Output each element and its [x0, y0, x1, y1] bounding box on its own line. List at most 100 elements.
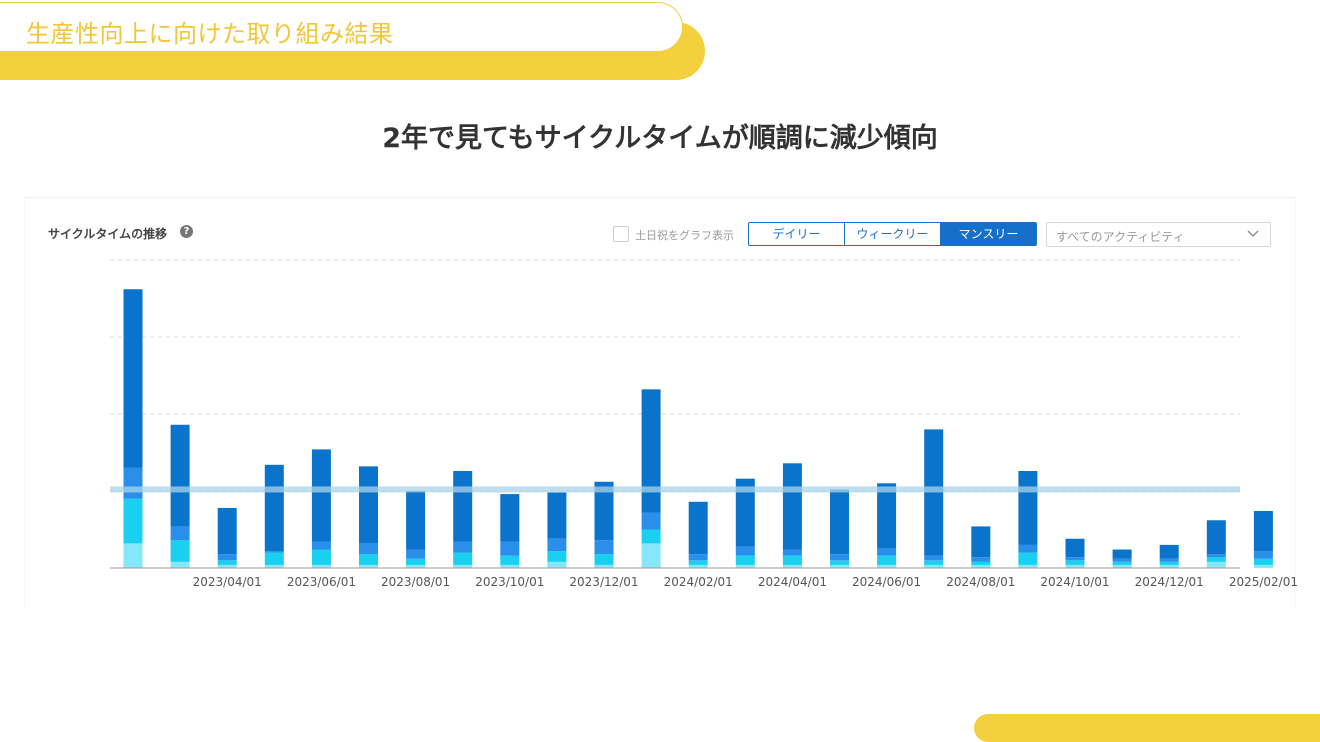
question-circle-icon[interactable]: ?	[180, 225, 193, 238]
bar-segment	[311, 549, 331, 565]
bar-segment	[641, 389, 661, 513]
bar-segment	[782, 463, 802, 550]
bar-segment	[735, 478, 755, 547]
weekend-checkbox-label: 土日祝をグラフ表示	[635, 229, 734, 242]
bar-segment	[170, 540, 190, 562]
activity-select[interactable]: すべてのアクティビティ	[1046, 222, 1271, 247]
bar-segment	[123, 467, 143, 499]
bar-segment	[1065, 564, 1085, 568]
bar-segment	[547, 538, 567, 552]
bar-segment	[735, 555, 755, 565]
bar-segment	[735, 546, 755, 556]
bar-segment	[1253, 551, 1273, 559]
bar-segment	[594, 554, 614, 565]
bar-segment	[170, 526, 190, 541]
x-tick-label: 2023/06/01	[287, 575, 356, 589]
x-tick-label: 2024/04/01	[758, 575, 827, 589]
bar-segment	[877, 547, 897, 556]
bar-segment	[924, 429, 944, 556]
x-tick-label: 2023/10/01	[475, 575, 544, 589]
bar-segment	[123, 289, 143, 468]
bar-segment	[453, 470, 473, 542]
bar-segment	[500, 541, 520, 556]
bar-segment	[735, 564, 755, 568]
bar-segment	[547, 551, 567, 562]
footer-accent-bar	[974, 714, 1320, 742]
bar-segment	[1253, 511, 1273, 552]
weekly-button[interactable]: ウィークリー	[845, 223, 941, 245]
bar-segment	[311, 541, 331, 550]
bar-segment	[1112, 564, 1132, 568]
bar-segment	[217, 554, 237, 561]
bar-segment	[688, 554, 708, 561]
reference-line	[110, 486, 1240, 493]
bar-segment	[877, 555, 897, 565]
bar-segment	[641, 512, 661, 530]
bar-segment	[971, 526, 991, 558]
bar-segment	[1112, 558, 1132, 562]
bar-segment	[170, 561, 190, 568]
bar-segment	[264, 564, 284, 568]
bar-segment	[594, 564, 614, 568]
bar-segment	[830, 564, 849, 568]
x-tick-label: 2025/02/01	[1229, 575, 1298, 589]
bar-segment	[1159, 561, 1179, 565]
bar-segment	[359, 564, 378, 568]
chevron-down-icon	[1247, 230, 1259, 237]
bar-segment	[1159, 544, 1179, 559]
monthly-button[interactable]: マンスリー	[941, 223, 1036, 245]
bar-segment	[830, 554, 849, 561]
weekend-checkbox[interactable]	[613, 226, 629, 242]
bar-segment	[877, 483, 897, 548]
x-tick-label: 2024/08/01	[946, 575, 1015, 589]
bar-segment	[971, 561, 991, 565]
x-tick-label: 2024/12/01	[1135, 575, 1204, 589]
bar-segment	[641, 543, 661, 568]
bar-segment	[688, 564, 708, 568]
bar-segment	[453, 552, 473, 565]
bar-segment	[1018, 544, 1038, 553]
bar-segment	[688, 501, 708, 555]
bar-segment	[924, 555, 944, 561]
bar-segment	[1253, 564, 1273, 568]
bar-segment	[1253, 558, 1273, 565]
bar-segment	[1018, 470, 1038, 545]
bar-segment	[641, 529, 661, 544]
bar-segment	[453, 541, 473, 553]
bar-segment	[924, 560, 944, 565]
bar-segment	[359, 466, 378, 544]
bar-segment	[1065, 560, 1085, 565]
x-tick-label: 2024/02/01	[664, 575, 733, 589]
bar-segment	[782, 564, 802, 568]
x-tick-label: 2023/08/01	[381, 575, 450, 589]
bar-segment	[453, 564, 473, 568]
bar-segment	[688, 560, 708, 565]
bar-segment	[406, 549, 426, 559]
bar-segment	[123, 543, 143, 568]
bar-segment	[217, 507, 237, 555]
x-tick-label: 2024/06/01	[852, 575, 921, 589]
bar-segment	[123, 498, 143, 544]
bar-segment	[406, 491, 426, 550]
bar-segment	[1018, 552, 1038, 565]
chart-title: サイクルタイムの推移	[48, 227, 168, 241]
bar-segment	[170, 424, 190, 527]
daily-button[interactable]: デイリー	[749, 223, 845, 245]
bar-segment	[877, 564, 897, 568]
bar-segment	[500, 555, 520, 565]
bar-segment	[1206, 520, 1226, 555]
bar-segment	[1206, 557, 1226, 562]
bar-segment	[264, 464, 284, 552]
bar-segment	[830, 560, 849, 565]
x-tick-label: 2023/04/01	[193, 575, 262, 589]
bar-segment	[782, 549, 802, 556]
bar-segment	[264, 551, 284, 553]
bar-segment	[1206, 554, 1226, 558]
bar-segment	[1112, 549, 1132, 559]
bar-segment	[311, 564, 331, 568]
view-mode-toggle: デイリー ウィークリー マンスリー	[748, 222, 1037, 246]
bar-segment	[1206, 561, 1226, 568]
bar-segment	[1065, 538, 1085, 558]
bar-segment	[1159, 558, 1179, 562]
